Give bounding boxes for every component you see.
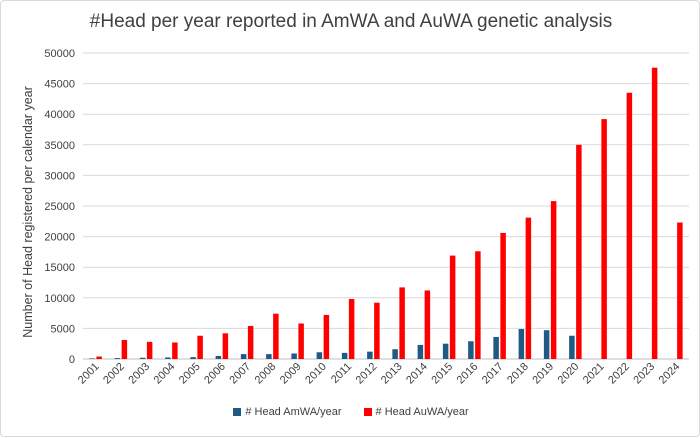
bar-auwa: [121, 340, 128, 359]
x-tick-label: 2019: [530, 361, 556, 387]
x-tick-label: 2010: [303, 361, 329, 387]
bar-amwa: [266, 354, 272, 359]
bar-amwa: [468, 341, 474, 359]
x-tick-label: 2014: [404, 361, 430, 387]
bar-amwa: [543, 330, 550, 359]
y-tick-label: 45000: [44, 79, 75, 91]
x-tick-label: 2009: [278, 361, 304, 387]
x-tick-label: 2012: [354, 361, 380, 387]
y-tick-label: 5000: [51, 323, 75, 335]
bar-amwa: [316, 352, 323, 359]
x-tick-label: 2011: [329, 361, 354, 386]
y-tick-label: 40000: [44, 109, 75, 121]
y-tick-label: 10000: [44, 293, 75, 305]
x-tick-label: 2008: [253, 361, 279, 387]
bar-amwa: [291, 353, 297, 359]
y-tick-label: 50000: [44, 48, 75, 60]
x-tick-label: 2005: [177, 361, 203, 387]
bar-auwa: [96, 356, 102, 359]
x-tick-label: 2006: [202, 361, 228, 387]
bar-auwa: [475, 251, 481, 359]
bar-auwa: [449, 255, 456, 359]
bar-auwa: [525, 217, 532, 359]
bar-amwa: [190, 357, 196, 359]
x-tick-label: 2015: [429, 361, 455, 387]
bar-auwa: [197, 335, 203, 359]
bar-amwa: [240, 354, 247, 359]
legend-label-amwa: # Head AmWA/year: [245, 406, 342, 418]
x-tick-label: 2020: [556, 361, 582, 387]
bar-amwa: [215, 355, 222, 359]
y-axis-label: Number of Head registered per calendar y…: [21, 86, 35, 338]
x-tick-label: 2003: [126, 361, 152, 387]
y-tick-label: 0: [69, 354, 75, 366]
legend-swatch-auwa: [363, 408, 372, 416]
bar-amwa: [493, 336, 499, 359]
bar-amwa: [89, 358, 95, 359]
bar-auwa: [626, 92, 633, 359]
legend-label-auwa: # Head AuWA/year: [375, 406, 469, 418]
x-tick-label: 2022: [606, 361, 632, 387]
y-tick-label: 35000: [44, 140, 75, 152]
x-tick-label: 2024: [657, 361, 683, 387]
chart-legend: # Head AmWA/year # Head AuWA/year: [1, 406, 700, 418]
y-tick-label: 20000: [44, 232, 75, 244]
bar-auwa: [247, 325, 254, 359]
bar-auwa: [374, 302, 380, 359]
bar-auwa: [172, 342, 178, 359]
bar-auwa: [651, 67, 658, 360]
bar-auwa: [500, 232, 506, 359]
legend-item-amwa: # Head AmWA/year: [233, 406, 342, 418]
bar-auwa: [601, 119, 607, 359]
bar-auwa: [273, 313, 279, 359]
bar-amwa: [442, 343, 449, 359]
bar-amwa: [165, 357, 171, 359]
bar-amwa: [367, 351, 373, 359]
bar-auwa: [222, 333, 229, 359]
bar-auwa: [550, 201, 557, 359]
bar-auwa: [576, 144, 582, 359]
bar-auwa: [298, 323, 304, 359]
legend-swatch-amwa: [233, 408, 242, 416]
x-tick-label: 2013: [379, 361, 405, 387]
x-tick-label: 2002: [101, 361, 127, 387]
bar-amwa: [417, 344, 424, 359]
x-tick-label: 2001: [76, 361, 102, 387]
bar-auwa: [146, 341, 153, 359]
bar-amwa: [569, 335, 575, 359]
x-tick-label: 2016: [455, 361, 481, 387]
x-tick-label: 2018: [505, 361, 531, 387]
x-tick-label: 2021: [581, 361, 607, 387]
bar-amwa: [518, 329, 525, 359]
y-tick-label: 30000: [44, 170, 75, 182]
bar-auwa: [323, 314, 330, 359]
x-tick-label: 2023: [631, 361, 657, 387]
x-tick-label: 2004: [152, 361, 178, 387]
legend-item-auwa: # Head AuWA/year: [363, 406, 469, 418]
y-tick-label: 15000: [44, 262, 75, 274]
bar-amwa: [114, 358, 121, 359]
y-tick-label: 25000: [44, 201, 75, 213]
bar-auwa: [424, 290, 431, 359]
bar-auwa: [677, 222, 683, 359]
bar-auwa: [399, 287, 405, 359]
bar-amwa: [341, 352, 348, 359]
bar-auwa: [348, 299, 355, 359]
chart-title: #Head per year reported in AmWA and AuWA…: [89, 11, 613, 32]
bar-amwa: [392, 349, 398, 359]
bar-amwa: [139, 357, 146, 359]
x-tick-label: 2017: [480, 361, 506, 387]
x-tick-label: 2007: [227, 361, 253, 387]
